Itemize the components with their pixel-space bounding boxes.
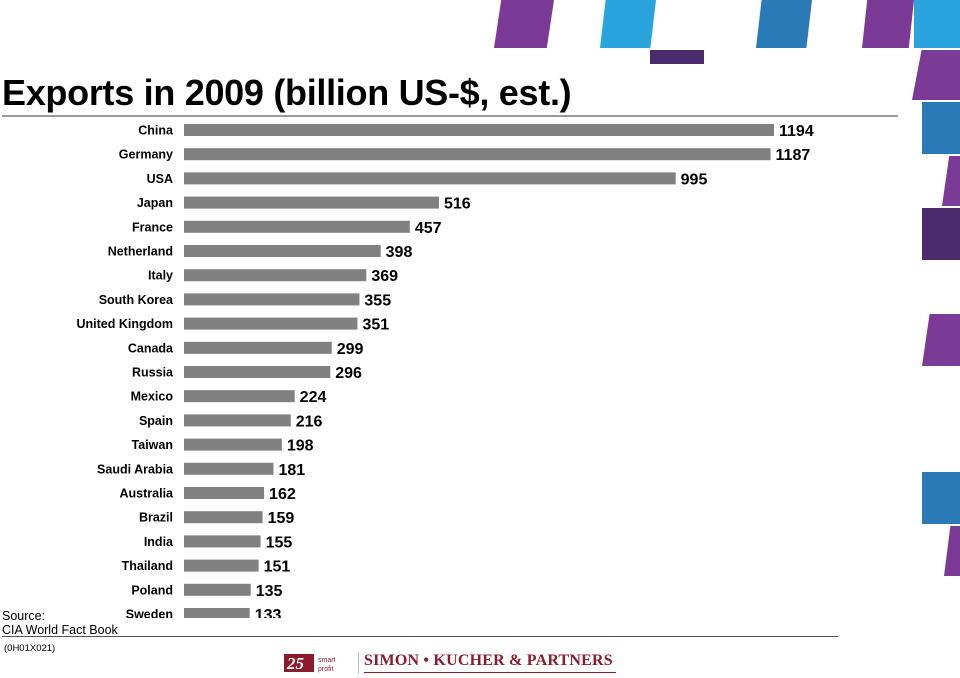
chart-title: Exports in 2009 (billion US-$, est.) xyxy=(2,72,572,113)
decor-block xyxy=(862,0,914,48)
value-label: 181 xyxy=(278,462,305,479)
category-label: Saudi Arabia xyxy=(97,462,174,476)
category-label: India xyxy=(144,535,174,549)
category-label: China xyxy=(138,124,174,138)
logo-tagline-2: profit xyxy=(318,666,334,673)
value-label: 155 xyxy=(266,534,293,551)
category-label: Germany xyxy=(119,148,173,162)
bar xyxy=(184,245,381,257)
source-text: CIA World Fact Book xyxy=(2,623,118,637)
decor-block xyxy=(922,472,960,524)
bar xyxy=(184,390,295,403)
bar xyxy=(184,414,291,427)
value-label: 457 xyxy=(415,220,442,237)
decor-block xyxy=(942,156,960,206)
bar xyxy=(184,583,251,596)
value-label: 162 xyxy=(269,486,296,503)
bar xyxy=(184,438,282,451)
company-name: SIMON • KUCHER & PARTNERS xyxy=(364,652,613,669)
category-label: South Korea xyxy=(99,293,174,307)
logo-mark: 25 smart profit xyxy=(284,654,336,673)
decor-block xyxy=(600,0,656,48)
bar xyxy=(184,341,332,354)
value-label: 299 xyxy=(337,341,364,358)
decor-block xyxy=(756,0,812,48)
category-label: Japan xyxy=(137,196,173,210)
value-label: 516 xyxy=(444,196,471,213)
bar xyxy=(184,317,358,330)
category-label: Netherland xyxy=(108,245,173,259)
value-label: 1194 xyxy=(779,123,814,140)
category-label: Poland xyxy=(131,583,173,597)
decor-block xyxy=(922,314,960,366)
bar xyxy=(184,608,250,618)
value-label: 216 xyxy=(296,413,323,430)
decor-block xyxy=(494,0,554,48)
value-label: 198 xyxy=(287,438,314,455)
value-label: 151 xyxy=(264,559,291,576)
bar xyxy=(184,148,771,161)
logo-number: 25 xyxy=(286,654,305,673)
value-label: 355 xyxy=(364,292,391,309)
company-logo: 25 smart profit SIMON • KUCHER & PARTNER… xyxy=(284,650,624,676)
logo-tagline-1: smart xyxy=(318,657,336,664)
value-label: 398 xyxy=(386,244,413,261)
logo-separator xyxy=(358,652,359,674)
bar xyxy=(184,172,676,185)
decor-block xyxy=(944,526,960,576)
value-label: 369 xyxy=(371,268,398,285)
bar xyxy=(184,196,439,209)
value-label: 224 xyxy=(300,389,327,406)
value-label: 351 xyxy=(362,317,389,334)
category-label: Mexico xyxy=(131,390,174,404)
category-label: Taiwan xyxy=(132,438,173,452)
decor-block xyxy=(912,50,960,100)
category-label: USA xyxy=(147,172,173,186)
source-label: Source: xyxy=(2,609,46,623)
bar xyxy=(184,487,265,499)
bar xyxy=(184,559,259,572)
category-label: Russia xyxy=(132,366,174,380)
value-label: 159 xyxy=(268,510,295,527)
bar xyxy=(184,293,360,306)
category-label: Sweden xyxy=(126,608,173,619)
decor-block xyxy=(914,0,960,48)
category-label: Spain xyxy=(139,414,173,428)
value-label: 1187 xyxy=(776,147,811,164)
decor-block xyxy=(922,208,960,260)
logo-emblem xyxy=(284,654,314,672)
value-label: 995 xyxy=(681,171,708,188)
value-label: 296 xyxy=(335,365,362,382)
bar xyxy=(184,269,367,282)
decor-block xyxy=(922,102,960,154)
bar xyxy=(184,366,331,378)
bar xyxy=(184,462,274,475)
title-divider xyxy=(2,115,898,117)
decor-block xyxy=(650,50,704,64)
bar xyxy=(184,220,410,233)
category-label: United Kingdom xyxy=(76,317,173,331)
value-label: 135 xyxy=(256,583,283,600)
category-label: Brazil xyxy=(139,511,173,525)
bar xyxy=(184,124,774,136)
category-label: France xyxy=(132,220,173,234)
category-label: Australia xyxy=(120,487,175,501)
category-label: Thailand xyxy=(122,559,173,573)
bar xyxy=(184,511,263,524)
company-name-underline xyxy=(364,672,616,673)
category-label: Canada xyxy=(128,341,174,355)
source-note: Source: CIA World Fact Book xyxy=(2,609,118,637)
footer-divider xyxy=(2,636,838,637)
bar xyxy=(184,535,261,548)
reference-code: (0H01X021) xyxy=(4,643,56,654)
category-label: Italy xyxy=(148,269,173,283)
bar-chart: China 1194 Germany 1187 USA 995 Japan 516 France… xyxy=(76,123,814,619)
value-label: 133 xyxy=(255,607,282,618)
